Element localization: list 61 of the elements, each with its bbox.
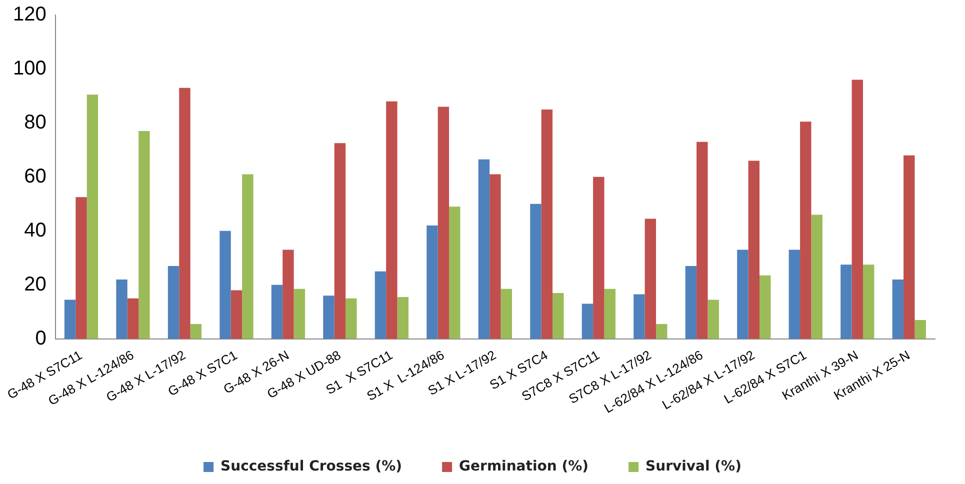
bar [168,266,180,339]
bar [852,80,863,339]
bar [179,88,190,339]
bar [282,250,294,339]
bar [593,176,604,339]
y-tick-label: 80 [24,111,46,134]
bar [530,204,542,339]
legend-label: Successful Crosses (%) [220,458,402,475]
bar [904,155,915,339]
bar [438,106,450,339]
bar [737,250,748,339]
bar [644,218,656,339]
bar [760,275,771,339]
bar [449,206,460,339]
bar [582,304,594,339]
bar [748,160,760,339]
y-tick-label: 120 [12,4,46,26]
bar [426,225,438,339]
y-tick-label: 40 [24,219,46,242]
bar [552,292,564,339]
bar [914,320,926,339]
bar [656,324,668,339]
bar [490,174,501,339]
bar [892,279,904,339]
y-tick-label: 0 [35,327,46,350]
y-tick-label: 20 [24,273,46,296]
legend-label: Germination (%) [459,458,589,475]
bar [862,264,874,339]
legend-label: Survival (%) [646,458,742,475]
bar [374,271,386,339]
bar [708,300,719,339]
bar [500,288,512,339]
bar [840,264,852,339]
y-tick-label: 100 [12,57,46,80]
bar [220,230,231,339]
bar [634,294,645,339]
bar [230,290,242,339]
bar [696,142,708,339]
bar [386,101,398,339]
bar [138,131,150,339]
bar [323,296,334,339]
bar [478,159,490,339]
bar [811,214,822,339]
bar [76,197,87,339]
bar [116,279,128,339]
bar [190,324,202,339]
bar [271,284,283,339]
bar [685,266,697,339]
bar [800,122,812,339]
bar [346,298,357,339]
y-tick-label: 60 [24,165,46,188]
bar [127,298,139,339]
bar [788,250,800,339]
bar [242,174,254,339]
bar [64,300,76,339]
bar [397,297,409,339]
bar [86,94,98,339]
bar [541,109,553,339]
bar [334,143,346,339]
bar [294,288,306,339]
bar [604,288,616,339]
